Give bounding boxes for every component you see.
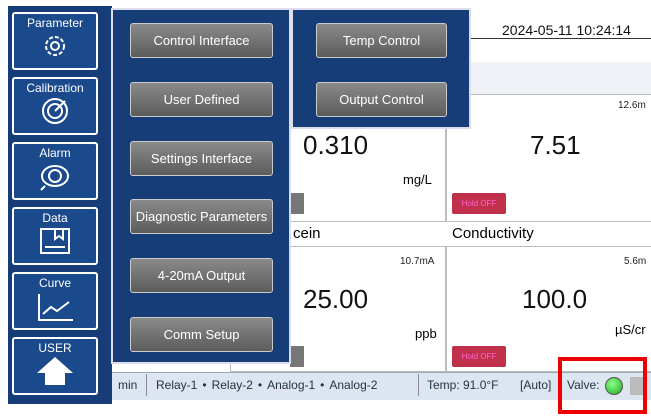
status-output: Analog-2 (329, 378, 378, 392)
reading-current: 12.6m (618, 100, 646, 111)
sidebar-icon (40, 228, 70, 254)
menu-button[interactable]: Control Interface (130, 23, 273, 58)
divider (418, 374, 419, 396)
reading-value: 0.310 (303, 130, 369, 160)
sidebar-icon (38, 294, 73, 321)
sidebar-button[interactable]: Data (12, 207, 98, 265)
reading-value: 25.00 (303, 284, 369, 314)
menu-button[interactable]: Settings Interface (130, 140, 273, 176)
status-valve: Valve: (567, 378, 600, 392)
sidebar-label: Parameter (26, 16, 84, 30)
sidebar-icon (40, 165, 69, 191)
reading-value: 7.51 (530, 130, 581, 160)
separator: • (320, 378, 325, 392)
hold-button[interactable] (290, 193, 304, 214)
divider (146, 374, 147, 396)
hold-button[interactable]: Hold OFF (452, 346, 506, 367)
sidebar-button[interactable]: USER (12, 337, 98, 395)
status-mode: [Auto] (520, 378, 552, 392)
status-output: Relay-2 (211, 378, 253, 392)
reading-value: 100.0 (522, 284, 588, 314)
reading-current: 10.7mA (400, 256, 435, 267)
submenu-button[interactable]: Temp Control (316, 23, 447, 58)
sidebar-icon (45, 36, 65, 56)
status-output: Analog-1 (267, 378, 316, 392)
menu-button[interactable]: Comm Setup (130, 317, 273, 352)
hold-button[interactable]: Hold OFF (452, 193, 506, 214)
sidebar-label: Data (42, 211, 68, 225)
hold-button[interactable] (290, 346, 304, 367)
menu-panel (111, 8, 291, 364)
reading-unit: µS/cr (615, 322, 646, 337)
datetime: 2024-05-11 10:24:14 (502, 22, 631, 38)
sidebar-icon (42, 98, 68, 124)
reading-current: 5.6m (624, 256, 647, 267)
status-outputs: Relay-1 • Relay-2 • Analog-1 • Analog-2 (156, 378, 377, 392)
sidebar-label: Curve (38, 276, 71, 290)
menu-button[interactable]: 4-20mA Output (130, 258, 273, 294)
separator: • (202, 378, 207, 392)
valve-indicator (605, 377, 623, 395)
status-interval: min (118, 378, 138, 392)
reading-unit: mg/L (403, 172, 432, 187)
separator: • (257, 378, 263, 392)
submenu-button[interactable]: Output Control (316, 82, 447, 117)
reading-name: Conductivity (452, 225, 534, 242)
menu-button[interactable]: User Defined (130, 81, 273, 117)
menu-button[interactable]: Diagnostic Parameters (130, 199, 273, 235)
reading-unit: ppb (415, 326, 437, 341)
sidebar-button[interactable]: Curve (12, 272, 98, 330)
sidebar-icon (37, 357, 73, 385)
sidebar-button[interactable]: Alarm (12, 142, 98, 200)
sidebar-label: Calibration (26, 81, 84, 95)
sidebar-label: USER (38, 341, 72, 355)
sidebar-label: Alarm (39, 146, 71, 160)
sidebar-button[interactable]: Calibration (12, 77, 98, 135)
scroll-button[interactable] (630, 377, 644, 395)
reading-name: cein (293, 225, 321, 242)
highlight-box (558, 357, 647, 414)
status-temp: Temp: 91.0°F (427, 378, 499, 392)
sidebar-button[interactable]: Parameter (12, 12, 98, 70)
status-output: Relay-1 (156, 378, 198, 392)
